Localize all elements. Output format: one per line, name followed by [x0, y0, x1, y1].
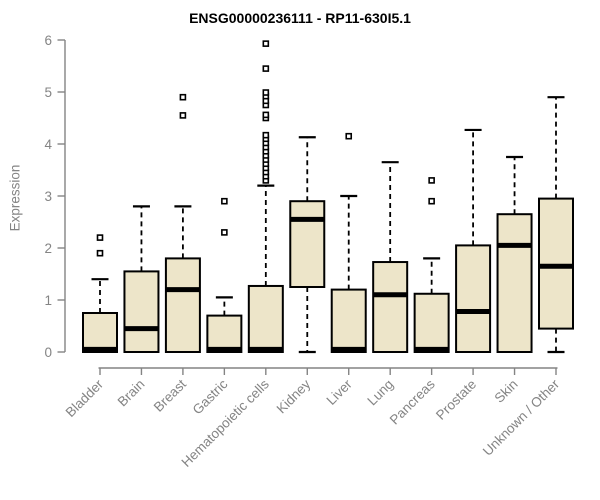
box: [330, 288, 367, 354]
box: [289, 200, 326, 288]
outlier-point: [345, 132, 353, 140]
y-tick-label: 1: [44, 293, 52, 308]
x-tick-label: Bladder: [63, 376, 107, 420]
y-tick-label: 6: [44, 33, 52, 48]
outlier-point: [179, 112, 187, 119]
chart-title: ENSG00000236111 - RP11-630I5.1: [189, 10, 411, 26]
box: [206, 314, 243, 354]
outlier-point: [96, 234, 104, 241]
outlier-point: [428, 177, 435, 184]
y-tick-label: 4: [44, 137, 52, 152]
y-tick-label: 2: [44, 241, 52, 256]
box: [413, 292, 450, 354]
x-tick-label: Prostate: [433, 377, 479, 423]
outlier-point: [262, 89, 270, 96]
y-tick-label: 0: [44, 345, 52, 360]
y-tick-label: 5: [44, 85, 52, 100]
box: [164, 257, 201, 353]
x-tick-label: Gastric: [190, 376, 231, 417]
outlier-point: [262, 65, 270, 72]
outlier-point: [262, 111, 270, 119]
box: [372, 261, 409, 354]
outlier-point: [262, 40, 270, 47]
box: [538, 197, 574, 330]
x-tick-label: Unknown / Other: [480, 376, 563, 459]
outlier-point: [428, 197, 435, 205]
box: [82, 312, 118, 353]
box: [496, 213, 533, 353]
box: [455, 244, 492, 353]
x-tick-label: Brain: [115, 377, 148, 410]
box: [247, 284, 284, 353]
x-tick-label: Pancreas: [387, 376, 438, 427]
outlier-point: [96, 249, 104, 257]
outlier-point: [221, 197, 228, 205]
box: [123, 270, 160, 353]
x-tick-label: Skin: [491, 377, 520, 406]
y-tick-label: 3: [44, 189, 52, 204]
outlier-point: [179, 93, 187, 101]
x-tick-label: Lung: [364, 377, 396, 409]
x-tick-label: Kidney: [274, 376, 314, 416]
outlier-point: [221, 229, 228, 236]
outlier-point: [262, 131, 270, 139]
x-tick-label: Liver: [324, 376, 356, 408]
x-tick-label: Breast: [151, 376, 189, 414]
